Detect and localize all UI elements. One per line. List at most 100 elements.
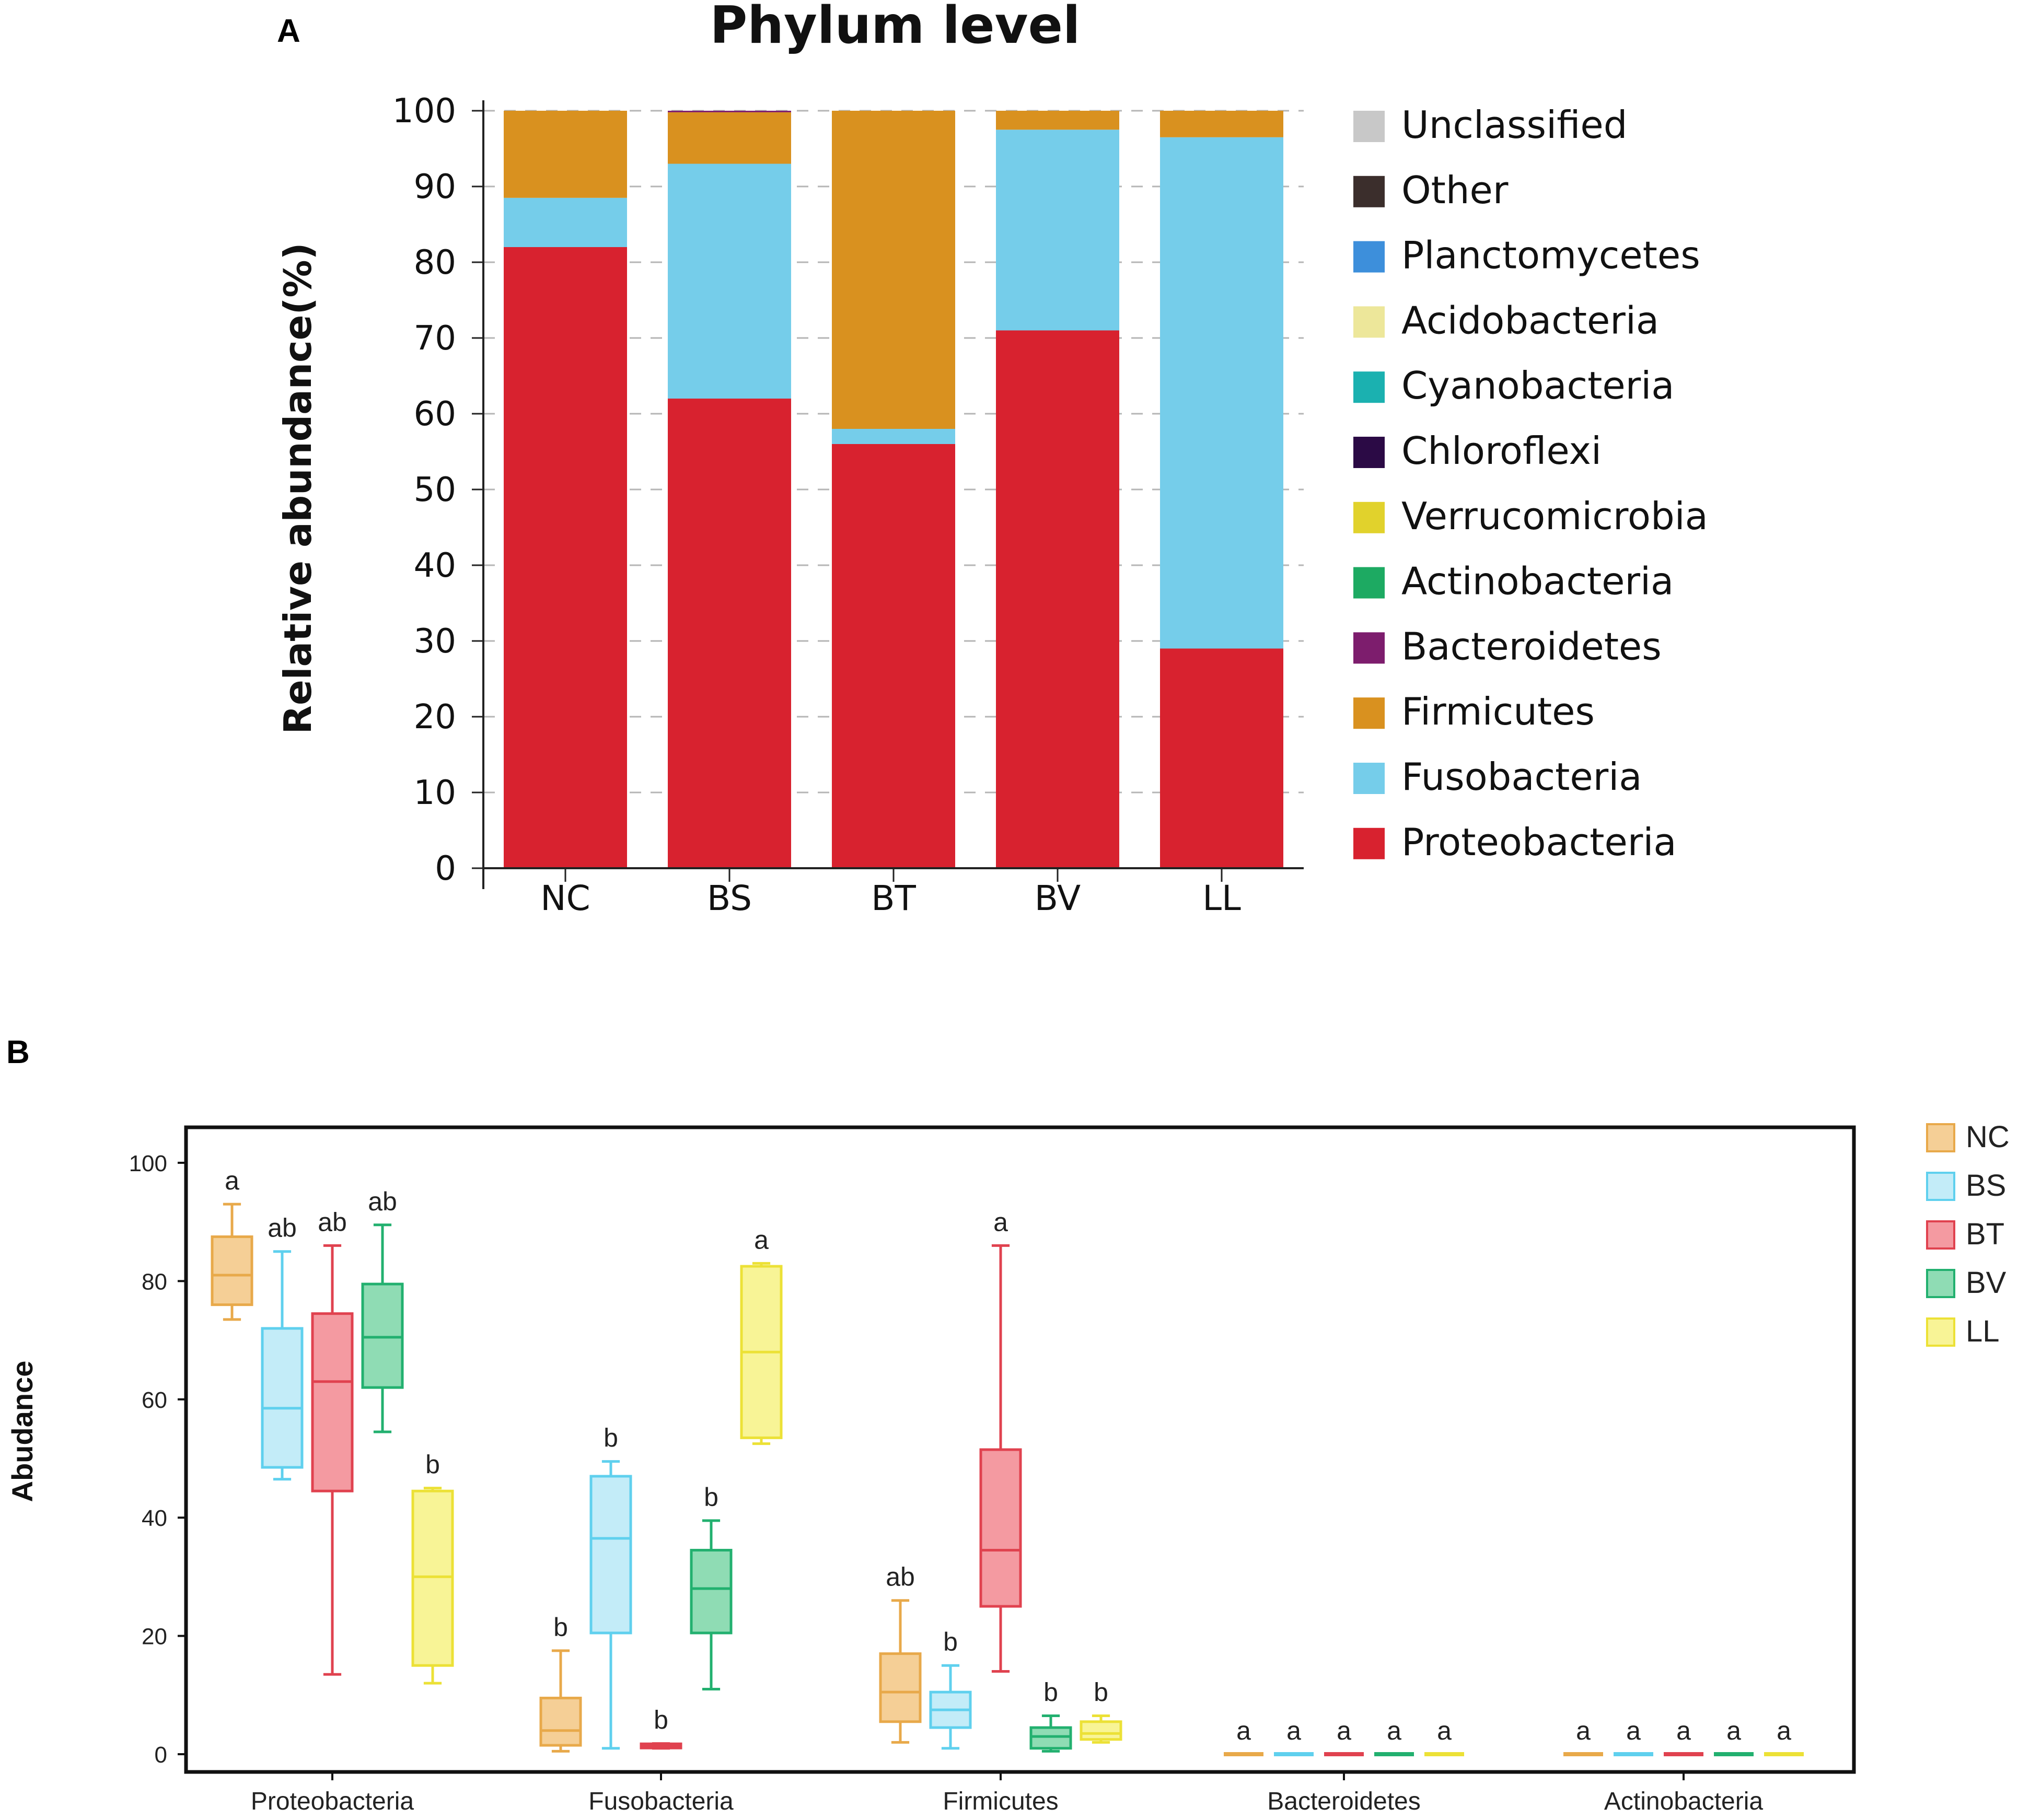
- chart-a-y-axis-label: Relative abundance(%): [276, 243, 320, 734]
- legend-label-proteobacteria: Proteobacteria: [1401, 820, 1676, 864]
- chart-b-y-axis-label: Abudance: [6, 1361, 39, 1502]
- box-firmicutes-bt-iqr: [979, 1448, 1022, 1608]
- box-firmicutes-nc-iqr: [879, 1652, 922, 1723]
- legend-label-bt: BT: [1966, 1217, 2004, 1251]
- bar-segment-firmicutes-bs: [668, 112, 791, 164]
- x-tick-label-bv: BV: [1035, 878, 1081, 918]
- y-tick-label-b: 60: [142, 1387, 167, 1413]
- box-bacteroidetes-ll-significance-letter: a: [1437, 1716, 1452, 1745]
- bar-segment-firmicutes-ll: [1160, 111, 1283, 137]
- legend-swatch-unclassified: [1353, 111, 1385, 142]
- panel-a-label: A: [277, 13, 300, 49]
- legend-swatch-actinobacteria: [1353, 567, 1385, 599]
- box-firmicutes-bs-significance-letter: b: [943, 1627, 958, 1656]
- box-proteobacteria-nc-significance-letter: a: [225, 1166, 239, 1195]
- x-tick-label-actinobacteria: Actinobacteria: [1604, 1788, 1763, 1815]
- legend-label-ll: LL: [1966, 1314, 2000, 1348]
- box-bacteroidetes-bt-significance-letter: a: [1337, 1716, 1351, 1745]
- x-tick-label-bacteroidetes: Bacteroidetes: [1267, 1788, 1421, 1815]
- y-tick-label-a: 0: [435, 849, 456, 888]
- box-actinobacteria-bt-significance-letter: a: [1676, 1716, 1691, 1745]
- box-fusobacteria-bs-iqr: [589, 1475, 632, 1635]
- legend-label-bv: BV: [1966, 1266, 2007, 1300]
- x-tick-label-proteobacteria: Proteobacteria: [251, 1788, 414, 1815]
- box-proteobacteria-bs-significance-letter: ab: [268, 1214, 297, 1243]
- plot-frame-b: [184, 1125, 1856, 1774]
- box-fusobacteria-bv-iqr: [690, 1548, 733, 1635]
- bar-segment-proteobacteria-ll: [1160, 648, 1283, 868]
- bar-segment-proteobacteria-bv: [996, 330, 1119, 868]
- bar-segment-fusobacteria-bs: [668, 164, 791, 399]
- legend-swatch-firmicutes: [1353, 697, 1385, 729]
- box-actinobacteria-ll-significance-letter: a: [1777, 1716, 1791, 1745]
- box-firmicutes-ll-significance-letter: b: [1094, 1677, 1108, 1707]
- chart-a-stacked-bars: 0 10 20 30 40 50 60 70 80 90 100 NC BS BT BV LL: [392, 92, 1304, 918]
- legend-label-bacteroidetes: Bacteroidetes: [1401, 624, 1662, 668]
- box-firmicutes-bv-significance-letter: b: [1043, 1677, 1058, 1707]
- bar-segment-proteobacteria-nc: [504, 247, 627, 868]
- y-tick-label-a: 90: [414, 168, 456, 206]
- chart-a-title: Phylum level: [710, 0, 1080, 55]
- box-proteobacteria-bs-iqr: [261, 1327, 304, 1469]
- y-tick-label-a: 70: [414, 319, 456, 358]
- box-bacteroidetes-bs-significance-letter: a: [1286, 1716, 1301, 1745]
- box-actinobacteria-bs-significance-letter: a: [1626, 1716, 1641, 1745]
- box-fusobacteria-bs-significance-letter: b: [604, 1424, 618, 1453]
- bar-segment-firmicutes-bv: [996, 111, 1119, 130]
- bar-segment-fusobacteria-ll: [1160, 137, 1283, 649]
- box-firmicutes-bt-significance-letter: a: [993, 1207, 1008, 1236]
- legend-swatch-fusobacteria: [1353, 763, 1385, 794]
- y-tick-label-a: 20: [414, 698, 456, 737]
- legend-label-other: Other: [1401, 168, 1509, 212]
- legend-swatch-bt: [1926, 1220, 1955, 1250]
- box-proteobacteria-bv-iqr: [361, 1282, 404, 1389]
- box-fusobacteria-nc-significance-letter: b: [553, 1613, 568, 1642]
- chart-a-legend: Unclassified Other Planctomycetes Acidobact…: [1353, 103, 1708, 864]
- box-fusobacteria-ll-significance-letter: a: [754, 1225, 769, 1254]
- y-tick-label-b: 0: [155, 1742, 167, 1768]
- y-tick-label-a: 60: [414, 395, 456, 434]
- legend-label-planctomycetes: Planctomycetes: [1401, 234, 1700, 277]
- y-tick-label-a: 10: [414, 774, 456, 812]
- y-tick-label-a: 50: [414, 471, 456, 509]
- box-bacteroidetes-bv-significance-letter: a: [1387, 1716, 1401, 1745]
- x-tick-label-nc: NC: [540, 878, 590, 918]
- panel-b-label: B: [6, 1034, 30, 1070]
- legend-label-chloroflexi: Chloroflexi: [1401, 429, 1602, 473]
- legend-label-fusobacteria: Fusobacteria: [1401, 755, 1642, 799]
- legend-swatch-other: [1353, 176, 1385, 207]
- y-tick-label-b: 80: [142, 1269, 167, 1294]
- y-tick-label-b: 100: [129, 1151, 167, 1176]
- box-firmicutes-ll-iqr: [1080, 1720, 1122, 1741]
- x-tick-label-firmicutes: Firmicutes: [943, 1788, 1058, 1815]
- legend-swatch-proteobacteria: [1353, 827, 1385, 859]
- x-tick-label-ll: LL: [1202, 878, 1241, 918]
- bar-segment-proteobacteria-bs: [668, 399, 791, 868]
- legend-swatch-chloroflexi: [1353, 437, 1385, 468]
- legend-label-acidobacteria: Acidobacteria: [1401, 298, 1659, 342]
- box-actinobacteria-bv-significance-letter: a: [1726, 1716, 1741, 1745]
- bar-segment-fusobacteria-bv: [996, 130, 1119, 331]
- legend-swatch-planctomycetes: [1353, 241, 1385, 273]
- legend-label-cyanobacteria: Cyanobacteria: [1401, 364, 1674, 407]
- bar-segment-firmicutes-nc: [504, 111, 627, 198]
- chart-b-legend: NC BS BT BV LL: [1926, 1120, 2010, 1348]
- bar-segment-bacteroidetes-bs: [668, 111, 791, 112]
- box-proteobacteria-bv-significance-letter: ab: [368, 1187, 397, 1216]
- legend-label-verrucomicrobia: Verrucomicrobia: [1401, 494, 1708, 538]
- x-tick-label-bs: BS: [707, 878, 752, 918]
- legend-swatch-acidobacteria: [1353, 306, 1385, 338]
- box-proteobacteria-bt-iqr: [311, 1312, 354, 1492]
- legend-swatch-ll: [1926, 1317, 1955, 1347]
- box-fusobacteria-bv-significance-letter: b: [704, 1483, 718, 1512]
- legend-label-bs: BS: [1966, 1169, 2006, 1203]
- x-tick-label-bt: BT: [871, 878, 916, 918]
- box-proteobacteria-ll-iqr: [411, 1489, 454, 1667]
- y-tick-label-b: 40: [142, 1506, 167, 1531]
- bar-segment-firmicutes-bt: [832, 111, 955, 429]
- legend-label-actinobacteria: Actinobacteria: [1401, 559, 1674, 603]
- x-tick-label-fusobacteria: Fusobacteria: [588, 1788, 734, 1815]
- box-proteobacteria-bt-significance-letter: ab: [318, 1207, 347, 1236]
